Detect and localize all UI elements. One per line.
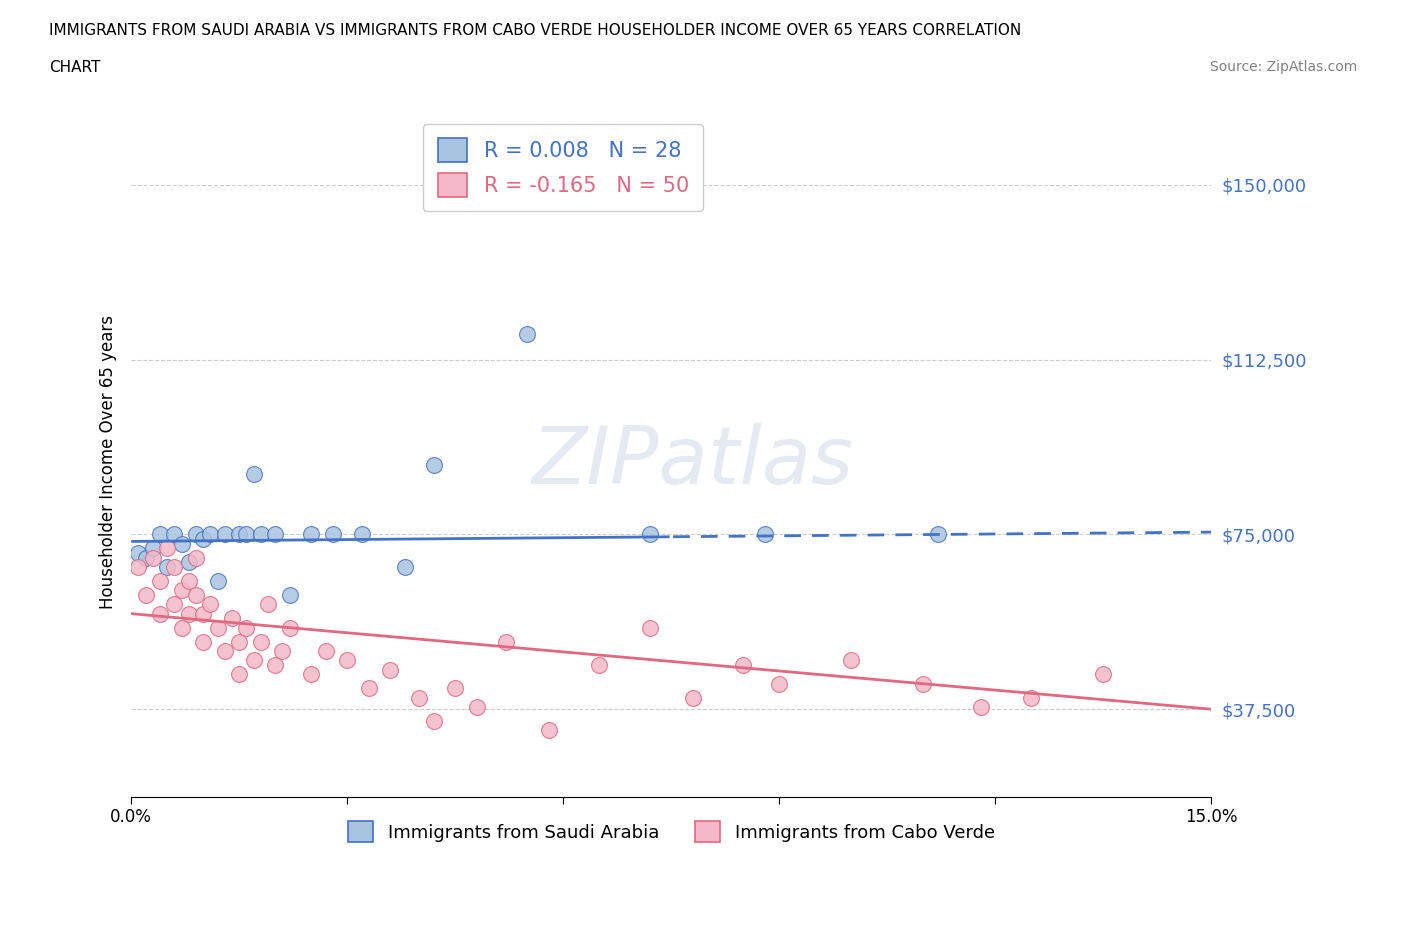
Point xyxy=(357,681,380,696)
Point xyxy=(228,667,250,682)
Text: IMMIGRANTS FROM SAUDI ARABIA VS IMMIGRANTS FROM CABO VERDE HOUSEHOLDER INCOME OV: IMMIGRANTS FROM SAUDI ARABIA VS IMMIGRAN… xyxy=(49,23,1022,38)
Point xyxy=(221,611,243,626)
Point xyxy=(588,658,610,672)
Point xyxy=(422,457,444,472)
Point xyxy=(638,527,661,542)
Point xyxy=(257,597,280,612)
Text: Source: ZipAtlas.com: Source: ZipAtlas.com xyxy=(1209,60,1357,74)
Point xyxy=(422,713,444,728)
Point xyxy=(142,541,165,556)
Point xyxy=(912,676,935,691)
Point xyxy=(380,662,402,677)
Point xyxy=(242,653,264,668)
Point xyxy=(200,527,222,542)
Point xyxy=(299,667,322,682)
Point xyxy=(970,699,993,714)
Point xyxy=(264,658,287,672)
Point xyxy=(200,597,222,612)
Point xyxy=(184,588,207,603)
Point xyxy=(336,653,359,668)
Point xyxy=(278,620,301,635)
Point xyxy=(177,574,200,589)
Point xyxy=(184,551,207,565)
Text: CHART: CHART xyxy=(49,60,101,75)
Point xyxy=(242,467,264,482)
Point xyxy=(1092,667,1115,682)
Point xyxy=(228,527,250,542)
Point xyxy=(537,723,560,737)
Point xyxy=(142,551,165,565)
Point xyxy=(235,620,257,635)
Point xyxy=(149,527,172,542)
Point xyxy=(193,606,215,621)
Y-axis label: Householder Income Over 65 years: Householder Income Over 65 years xyxy=(100,314,117,608)
Point xyxy=(207,574,229,589)
Point xyxy=(394,560,416,575)
Point xyxy=(754,527,776,542)
Point xyxy=(156,560,179,575)
Point xyxy=(177,555,200,570)
Point xyxy=(495,634,517,649)
Point xyxy=(163,597,186,612)
Point xyxy=(322,527,344,542)
Legend: Immigrants from Saudi Arabia, Immigrants from Cabo Verde: Immigrants from Saudi Arabia, Immigrants… xyxy=(335,808,1008,855)
Point xyxy=(408,690,430,705)
Point xyxy=(927,527,949,542)
Text: ZIPatlas: ZIPatlas xyxy=(531,422,853,500)
Point xyxy=(299,527,322,542)
Point xyxy=(315,644,337,658)
Point xyxy=(193,532,215,547)
Point xyxy=(516,326,538,341)
Point xyxy=(444,681,467,696)
Point xyxy=(149,574,172,589)
Point xyxy=(127,560,149,575)
Point xyxy=(214,644,236,658)
Point xyxy=(207,620,229,635)
Point xyxy=(733,658,755,672)
Point xyxy=(841,653,863,668)
Point xyxy=(170,583,193,598)
Point xyxy=(768,676,790,691)
Point xyxy=(264,527,287,542)
Point xyxy=(350,527,373,542)
Point xyxy=(163,527,186,542)
Point xyxy=(638,620,661,635)
Point xyxy=(465,699,488,714)
Point xyxy=(271,644,294,658)
Point xyxy=(184,527,207,542)
Point xyxy=(135,588,157,603)
Point xyxy=(1021,690,1043,705)
Point xyxy=(250,527,273,542)
Point xyxy=(127,546,149,561)
Point xyxy=(250,634,273,649)
Point xyxy=(135,551,157,565)
Point xyxy=(149,606,172,621)
Point xyxy=(193,634,215,649)
Point xyxy=(682,690,704,705)
Point xyxy=(278,588,301,603)
Point xyxy=(235,527,257,542)
Point xyxy=(163,560,186,575)
Point xyxy=(177,606,200,621)
Point xyxy=(228,634,250,649)
Point xyxy=(170,537,193,551)
Point xyxy=(214,527,236,542)
Point xyxy=(156,541,179,556)
Point xyxy=(170,620,193,635)
